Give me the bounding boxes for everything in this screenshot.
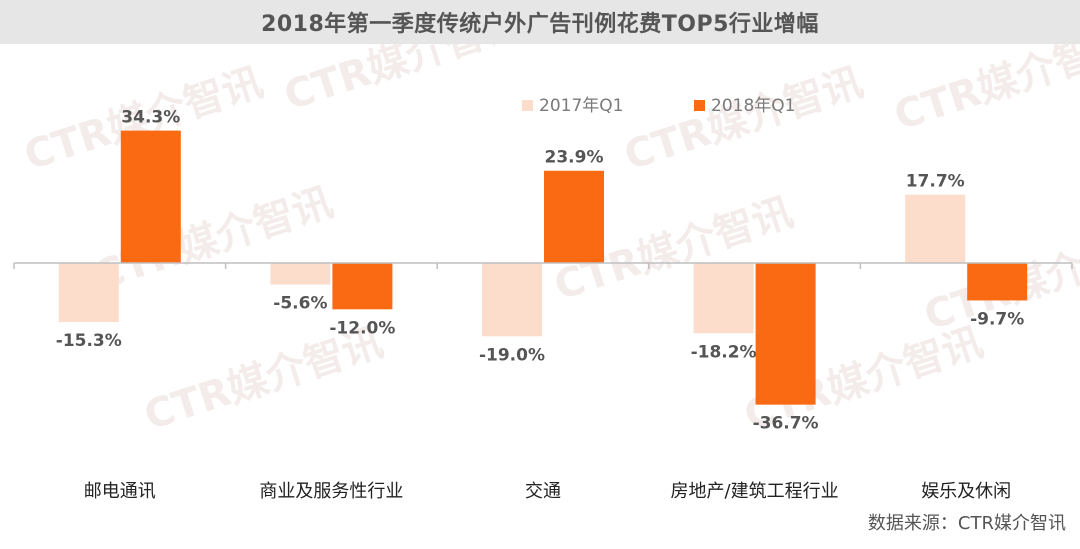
data-label-2018q1-3: -36.7%	[753, 414, 819, 434]
data-label-2018q1-0: 34.3%	[121, 108, 180, 128]
bar-2018q1-0	[120, 130, 181, 263]
category-label-1: 商业及服务性行业	[259, 481, 403, 502]
bars	[13, 130, 1073, 405]
legend: 2017年Q1 2018年Q1	[522, 96, 795, 116]
data-label-2018q1-4: -9.7%	[970, 309, 1024, 329]
legend-swatch-1	[694, 100, 705, 111]
data-label-2017q1-4: 17.7%	[906, 172, 965, 192]
bar-2018q1-3	[755, 263, 816, 405]
bar-2017q1-0	[58, 263, 119, 323]
data-label-2018q1-2: 23.9%	[545, 148, 604, 168]
bar-2017q1-3	[693, 263, 754, 334]
data-label-2017q1-0: -15.3%	[56, 331, 122, 351]
bar-2018q1-1	[332, 263, 393, 310]
category-label-3: 房地产/建筑工程行业	[671, 481, 839, 502]
chart-title: 2018年第一季度传统户外广告刊例花费TOP5行业增幅	[261, 12, 819, 37]
title-bar: 2018年第一季度传统户外广告刊例花费TOP5行业增幅	[0, 0, 1080, 44]
bar-2017q1-1	[270, 263, 331, 285]
data-label-2017q1-2: -19.0%	[479, 345, 545, 365]
bar-2017q1-2	[482, 263, 542, 337]
bar-2018q1-4	[967, 263, 1028, 301]
category-labels: 邮电通讯 商业及服务性行业 交通 房地产/建筑工程行业 娱乐及休闲	[84, 481, 1011, 502]
bar-2018q1-2	[544, 170, 604, 263]
data-label-2017q1-3: -18.2%	[691, 342, 757, 362]
category-label-0: 邮电通讯	[84, 481, 156, 502]
source-note: 数据来源：CTR媒介智讯	[867, 513, 1066, 534]
bar-labels: -15.3% 34.3% -5.6%-12.0% -19.0% 23.9% -18.2% -…	[56, 108, 1025, 434]
category-label-2: 交通	[525, 481, 561, 502]
data-label-2018q1-1: -12.0%	[329, 318, 395, 338]
bar-2017q1-4	[905, 194, 966, 263]
data-label-2017q1-1: -5.6%	[273, 294, 327, 314]
watermark-3: CTR媒介智讯	[619, 59, 869, 179]
legend-swatch-0	[522, 100, 533, 111]
category-label-4: 娱乐及休闲	[921, 481, 1011, 502]
legend-label-0: 2017年Q1	[539, 96, 623, 116]
legend-label-1: 2018年Q1	[711, 96, 795, 116]
